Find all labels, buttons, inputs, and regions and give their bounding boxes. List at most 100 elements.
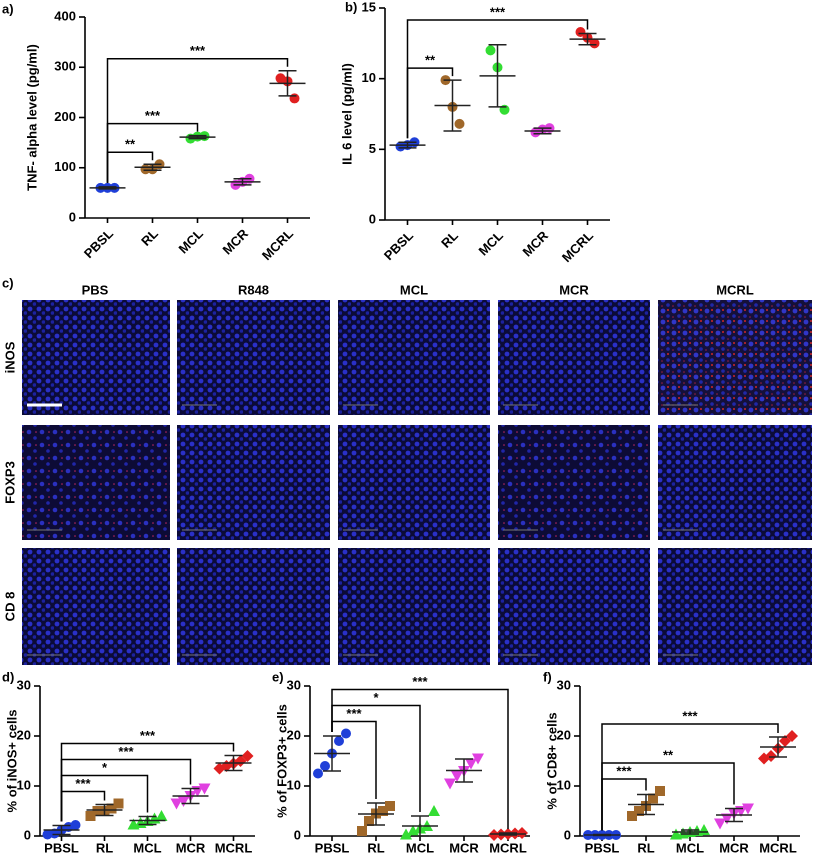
- data-point: [721, 813, 733, 825]
- y-tick-label: 20: [17, 727, 31, 742]
- micrograph: [177, 425, 330, 540]
- x-tick-label: PBSL: [585, 840, 620, 855]
- column-label: R848: [238, 282, 269, 297]
- y-tick-label: 300: [54, 59, 76, 74]
- x-tick-label: RL: [138, 226, 161, 249]
- data-point: [589, 38, 600, 49]
- x-tick-label: MCR: [719, 840, 749, 855]
- micrograph: [22, 548, 170, 665]
- significance-bracket: [331, 720, 377, 799]
- data-point: [698, 824, 710, 835]
- data-point: [177, 796, 190, 807]
- data-point: [113, 798, 124, 809]
- micrograph: [22, 425, 170, 540]
- data-point: [765, 750, 777, 762]
- row-label: iNOS: [2, 341, 17, 373]
- x-tick-label: PBSL: [381, 228, 416, 263]
- y-axis-label: TNF- alpha level (pg/ml): [24, 44, 39, 191]
- panel-label: e): [272, 669, 284, 684]
- significance-label: **: [663, 747, 674, 762]
- x-tick-label: PBSL: [44, 840, 79, 855]
- significance-label: ***: [682, 708, 698, 723]
- y-axis-label: % of FOXP3+ cells: [274, 704, 289, 818]
- data-point: [289, 93, 300, 104]
- column-label: MCRL: [716, 282, 754, 297]
- panel-label: b): [345, 0, 357, 14]
- y-tick-label: 30: [557, 677, 571, 692]
- micrograph: [338, 300, 490, 415]
- significance-bracket: [106, 58, 289, 183]
- x-tick-label: PBSL: [315, 840, 350, 855]
- significance-bracket: [406, 19, 589, 139]
- x-tick-label: PBSL: [81, 226, 116, 261]
- data-point: [786, 730, 798, 742]
- data-point: [451, 771, 463, 782]
- x-tick-label: MCL: [406, 840, 434, 855]
- data-point: [428, 805, 440, 816]
- data-point: [465, 758, 477, 770]
- y-tick-label: 5: [369, 141, 376, 156]
- data-point: [575, 27, 586, 38]
- column-label: PBS: [82, 282, 109, 297]
- data-point: [357, 826, 367, 836]
- x-tick-label: RL: [96, 840, 113, 855]
- data-point: [198, 783, 211, 795]
- significance-label: **: [425, 53, 436, 68]
- y-axis-label: IL 6 level (pg/ml): [339, 63, 354, 165]
- micrograph: [498, 425, 650, 540]
- significance-label: *: [102, 760, 108, 775]
- data-point: [341, 728, 351, 739]
- micrograph: [22, 300, 170, 415]
- micrograph: [177, 548, 330, 665]
- y-tick-label: 30: [287, 677, 301, 692]
- data-point: [241, 750, 254, 762]
- significance-label: ***: [346, 706, 362, 721]
- data-point: [714, 818, 726, 830]
- y-axis-label: % of iNOS+ cells: [4, 710, 19, 813]
- x-tick-label: MCL: [476, 228, 507, 259]
- x-tick-label: MCRL: [215, 840, 253, 855]
- data-point: [655, 786, 665, 796]
- micrograph: [498, 548, 650, 665]
- x-tick-label: MCRL: [759, 840, 797, 855]
- y-tick-label: 20: [557, 727, 571, 742]
- row-label: FOXP3: [2, 461, 17, 504]
- y-tick-label: 0: [294, 827, 301, 842]
- data-point: [155, 810, 168, 821]
- x-tick-label: MCR: [176, 840, 206, 855]
- significance-label: ***: [118, 744, 134, 759]
- micrograph: [177, 300, 330, 415]
- y-tick-label: 0: [564, 827, 571, 842]
- significance-label: ***: [140, 728, 156, 743]
- y-axis-label: % of CD8+ cells: [544, 712, 559, 809]
- data-point: [313, 768, 323, 779]
- data-point: [320, 761, 330, 771]
- data-point: [516, 827, 528, 839]
- y-tick-label: 15: [362, 0, 376, 14]
- data-point: [170, 798, 183, 810]
- data-point: [444, 778, 456, 790]
- significance-label: ***: [412, 674, 428, 689]
- row-label: CD 8: [2, 592, 17, 622]
- y-tick-label: 30: [17, 677, 31, 692]
- y-tick-label: 200: [54, 109, 76, 124]
- significance-label: ***: [75, 776, 91, 791]
- data-point: [488, 829, 500, 841]
- x-tick-label: MCL: [176, 226, 207, 257]
- y-tick-label: 10: [362, 70, 376, 85]
- x-tick-label: MCL: [676, 840, 704, 855]
- x-tick-label: RL: [438, 228, 461, 251]
- y-tick-label: 400: [54, 8, 76, 23]
- x-tick-label: MCR: [449, 840, 479, 855]
- micrograph: [658, 548, 812, 665]
- y-tick-label: 0: [369, 211, 376, 226]
- data-point: [385, 801, 395, 811]
- significance-bracket: [331, 688, 509, 829]
- x-tick-label: RL: [367, 840, 384, 855]
- data-point: [454, 118, 465, 129]
- column-label: MCR: [559, 282, 589, 297]
- micrograph: [338, 548, 490, 665]
- y-tick-label: 0: [24, 827, 31, 842]
- panel-label: a): [2, 1, 14, 16]
